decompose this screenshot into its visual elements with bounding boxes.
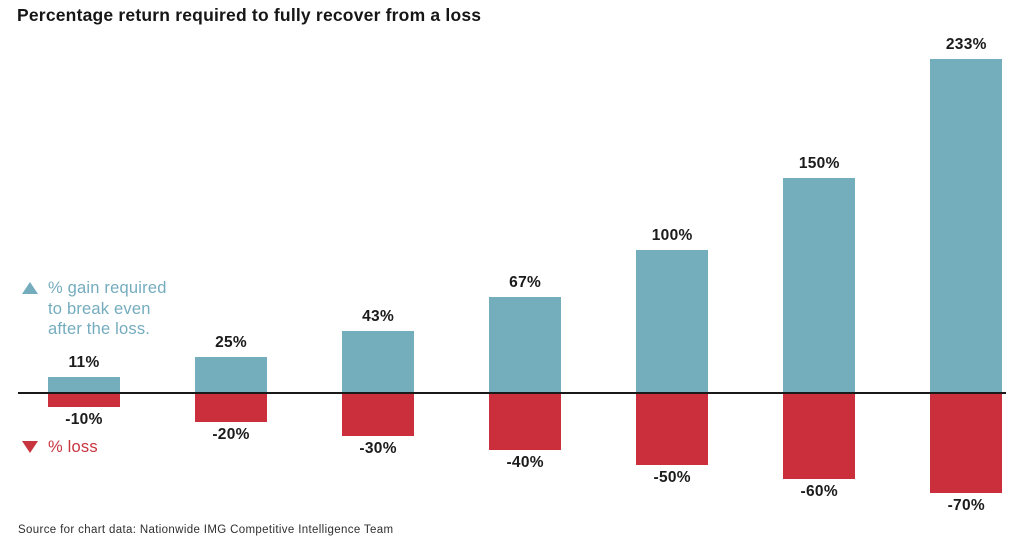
triangle-up-icon: [22, 282, 38, 294]
legend-gain-label: % gain required to break even after the …: [48, 278, 167, 340]
gain-bar: [489, 297, 562, 393]
gain-bar: [195, 357, 268, 393]
gain-bar: [636, 250, 709, 393]
loss-value-label: -30%: [359, 440, 397, 457]
loss-bar: [489, 393, 562, 450]
loss-value-label: -10%: [65, 411, 103, 428]
gain-bar: [342, 331, 415, 393]
page-title: Percentage return required to fully reco…: [17, 5, 482, 25]
gain-value-label: 67%: [509, 274, 542, 291]
loss-bar: [930, 393, 1003, 493]
gain-bar: [930, 59, 1003, 393]
loss-bar: [783, 393, 856, 479]
gain-value-label: 11%: [68, 354, 100, 371]
loss-bar: [636, 393, 709, 465]
loss-value-label: -60%: [800, 483, 838, 500]
loss-bar: [195, 393, 268, 422]
legend-gain-line: % gain required: [48, 279, 167, 297]
loss-value-label: -50%: [653, 469, 691, 486]
gain-value-label: 25%: [215, 334, 248, 351]
gain-bar: [48, 377, 120, 393]
loss-value-label: -40%: [506, 454, 544, 471]
loss-bar: [342, 393, 415, 436]
loss-value-label: -70%: [947, 497, 985, 514]
legend-gain-line: to break even: [48, 299, 151, 318]
legend-gain: % gain required to break even after the …: [22, 278, 167, 340]
legend-gain-line: after the loss.: [48, 320, 151, 338]
legend-loss: % loss: [22, 437, 98, 458]
zero-axis-line: [18, 392, 1006, 394]
triangle-down-icon: [22, 441, 38, 453]
gain-value-label: 100%: [651, 227, 693, 244]
legend-loss-label: % loss: [48, 438, 98, 456]
loss-bar: [48, 393, 120, 407]
gain-value-label: 233%: [945, 36, 987, 53]
gain-value-label: 150%: [798, 155, 840, 172]
gain-value-label: 43%: [362, 308, 395, 325]
gain-bar: [783, 178, 856, 393]
loss-value-label: -20%: [212, 426, 250, 443]
source-note: Source for chart data: Nationwide IMG Co…: [18, 524, 394, 536]
